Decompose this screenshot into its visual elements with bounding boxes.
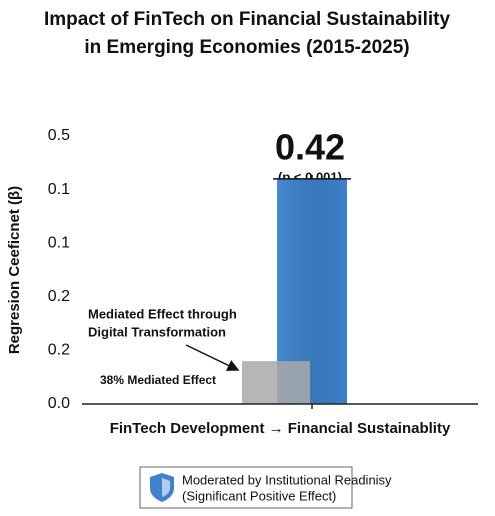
y-axis-label: Regresion Ceeficnet (β) [6,186,23,354]
annotation: Digital Transformation [88,324,226,339]
chart-title: in Emerging Economies (2015-2025) [84,37,409,58]
annotation: 38% Mediated Effect [100,373,216,387]
y-tick-label: 0.1 [48,181,70,198]
legend: Moderated by Institutional Readinisy (Si… [139,466,392,509]
legend-box [139,466,353,509]
bar [242,361,310,404]
value-label: 0.42 [275,127,345,168]
legend-text: Moderated by Institutional Readinisy [182,472,392,487]
y-tick-label: 0.0 [48,395,70,412]
y-tick-label: 0.5 [48,127,70,144]
legend-text: (Significant Positive Effect) [182,488,336,503]
y-tick-label: 0.2 [48,288,70,305]
annotation-arrow [185,344,240,371]
y-tick-label: 0.2 [48,342,70,359]
chart-title: Impact of FinTech on Financial Sustainab… [44,9,451,30]
y-tick-label: 0.1 [48,234,70,251]
legend-icon [162,478,170,497]
annotation: Mediated Effect through [88,306,237,321]
x-tick-label: FinTech Development → Financial Sustaina… [110,420,451,437]
